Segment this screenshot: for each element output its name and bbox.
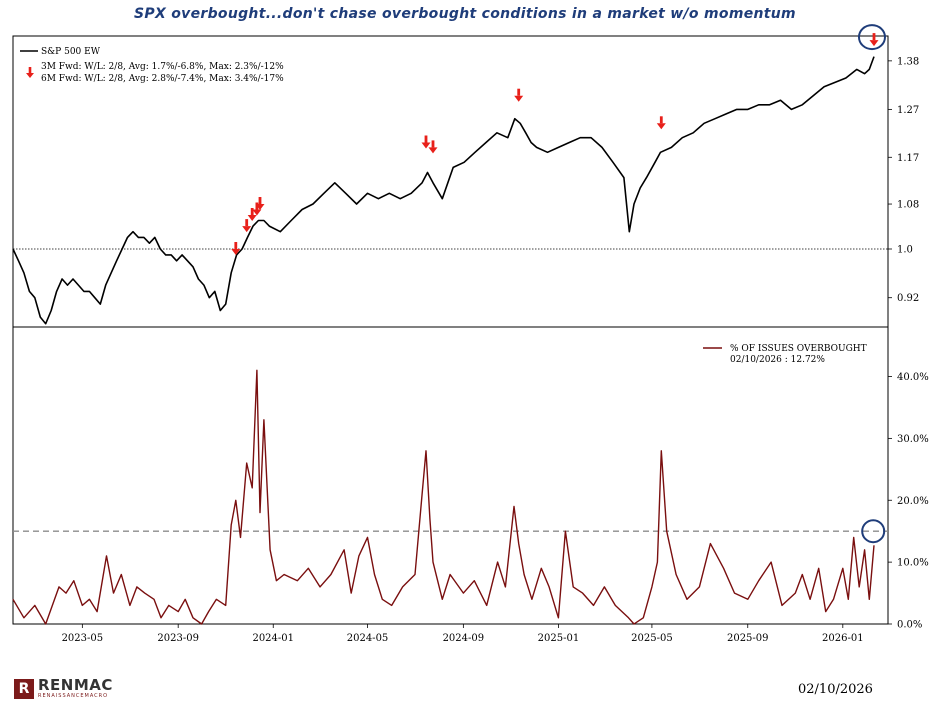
down-arrow-icon [247, 208, 257, 221]
down-arrow-icon [428, 140, 438, 154]
arrow-shaft [245, 219, 249, 227]
footer-date: 02/10/2026 [798, 682, 873, 697]
down-arrow-icon [231, 242, 241, 255]
y-tick-label: 1.38 [897, 56, 919, 67]
y-tick-label: 0.0% [897, 620, 922, 631]
arrow-shaft [872, 33, 876, 41]
top-legend: S&P 500 EW 3M Fwd: W/L: 2/8, Avg: 1.7%/-… [20, 47, 284, 84]
y-tick-label: 1.27 [897, 105, 919, 116]
arrow-shaft [517, 88, 521, 96]
x-axis: 2023-05 2023-09 2024-01 2024-05 2024-09 2025-… [62, 624, 864, 644]
legend-label: S&P 500 EW [41, 47, 101, 57]
x-tick-label: 2025-01 [538, 633, 580, 644]
series-line-sp500-ew [12, 56, 875, 325]
x-tick-label: 2023-05 [62, 633, 104, 644]
y-tick-label: 40.0% [897, 372, 929, 383]
legend-label: 6M Fwd: W/L: 2/8, Avg: 2.8%/-7.4%, Max: … [41, 74, 284, 84]
arrow-head [514, 95, 524, 102]
y-tick-label: 20.0% [897, 496, 929, 507]
down-arrow-icon [869, 33, 879, 47]
arrow-shaft [255, 202, 259, 210]
down-arrow-icon [26, 67, 34, 78]
arrow-head [247, 215, 257, 221]
x-tick-label: 2025-05 [631, 633, 673, 644]
y-tick-label: 10.0% [897, 558, 929, 569]
x-tick-label: 2026-01 [822, 633, 864, 644]
down-arrow-icon [514, 88, 524, 102]
arrow-head [231, 249, 241, 255]
down-arrow-icon [421, 135, 431, 149]
bottom-panel: 0.0%10.0%20.0%30.0%40.0% 2023-05 2023-09 2… [12, 326, 929, 644]
y-tick-label: 1.0 [897, 244, 913, 255]
arrow-shaft [258, 197, 262, 204]
arrow-shaft [659, 116, 663, 124]
signal-arrows [231, 33, 879, 255]
arrow-head [421, 142, 431, 149]
down-arrow-icon [656, 116, 666, 130]
logo-name: RENMAC [38, 676, 113, 694]
overbought-series [12, 369, 875, 625]
arrow-shaft [424, 135, 428, 143]
top-panel: 0.92 1.0 1.08 1.17 1.27 1.38 S&P 500 EW 3M Fw… [12, 24, 919, 328]
arrow-head [252, 209, 262, 216]
renmac-logo: R RENMAC RENAISSANCEMACRO [14, 678, 113, 699]
down-arrow-icon [255, 197, 265, 210]
y-tick-label: 0.92 [897, 293, 919, 304]
arrow-shaft [250, 208, 254, 215]
logo-sub: RENAISSANCEMACRO [38, 693, 109, 699]
logo-mark: R [14, 678, 34, 699]
chart-title: SPX overbought...don't chase overbought … [134, 6, 796, 22]
down-arrow-icon [252, 202, 262, 216]
legend-label: % OF ISSUES OVERBOUGHT [730, 344, 867, 354]
y-tick-label: 1.08 [897, 200, 919, 211]
highlight-circle [861, 519, 886, 544]
bottom-y-axis: 0.0% 10.0% 20.0% 30.0% 40.0% [888, 372, 929, 631]
x-tick-label: 2025-09 [727, 633, 769, 644]
sp500-ew-series [12, 56, 875, 325]
bottom-panel-frame [12, 326, 889, 625]
highlight-circle [857, 24, 886, 51]
series-line-overbought [12, 369, 875, 625]
arrow-head [869, 40, 879, 47]
bottom-legend: % OF ISSUES OVERBOUGHT 02/10/2026 : 12.7… [703, 344, 867, 365]
down-arrow-icon [242, 219, 252, 233]
y-tick-label: 30.0% [897, 434, 929, 445]
arrow-head [428, 147, 438, 154]
highlight-circle-top [857, 24, 886, 51]
arrow-head [255, 204, 265, 210]
arrow-head [242, 226, 252, 233]
highlight-circle-bottom [861, 519, 886, 544]
legend-sublabel: 02/10/2026 : 12.72% [730, 355, 825, 365]
x-tick-label: 2024-01 [252, 633, 294, 644]
legend-label: 3M Fwd: W/L: 2/8, Avg: 1.7%/-6.8%, Max: … [41, 62, 284, 72]
y-tick-label: 1.17 [897, 153, 919, 164]
arrow-shaft [431, 140, 435, 148]
top-y-axis: 0.92 1.0 1.08 1.17 1.27 1.38 [888, 56, 919, 304]
x-tick-label: 2024-09 [443, 633, 485, 644]
arrow-shaft [234, 242, 238, 249]
x-tick-label: 2023-09 [157, 633, 199, 644]
x-tick-label: 2024-05 [347, 633, 389, 644]
arrow-head [656, 123, 666, 130]
